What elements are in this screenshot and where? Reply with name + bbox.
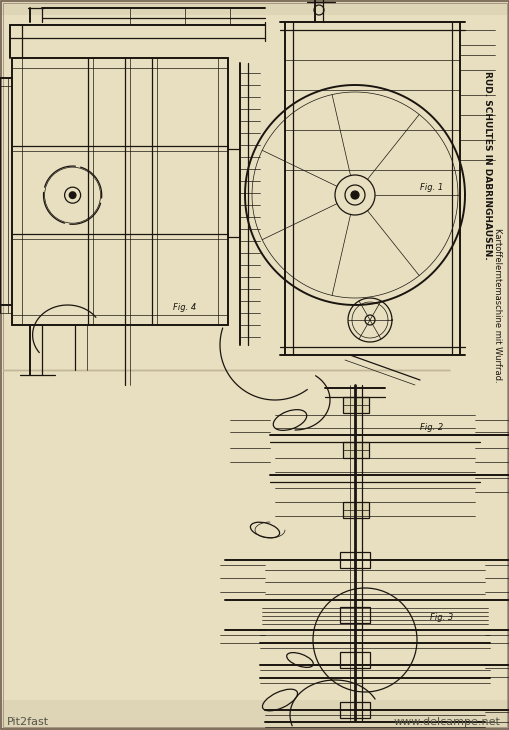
Circle shape — [69, 192, 75, 198]
Text: Fig. 3: Fig. 3 — [429, 613, 453, 622]
Bar — [0, 0, 509, 15]
Text: Fig. 4: Fig. 4 — [173, 303, 196, 312]
Bar — [340, 552, 369, 568]
Bar — [340, 702, 369, 718]
Text: Fig. 2: Fig. 2 — [419, 423, 442, 432]
Text: Fig. 1: Fig. 1 — [419, 183, 442, 192]
Text: www.delcampe.net: www.delcampe.net — [392, 717, 499, 727]
Text: Kartoffelerntemaschine mit Wurfrad.: Kartoffelerntemaschine mit Wurfrad. — [493, 228, 501, 383]
Bar — [340, 607, 369, 623]
Bar — [343, 442, 369, 458]
Text: RUD. SCHULTES IN DABRINGHAUSEN.: RUD. SCHULTES IN DABRINGHAUSEN. — [483, 71, 492, 259]
Bar — [343, 397, 369, 413]
Text: Pit2fast: Pit2fast — [7, 717, 49, 727]
Circle shape — [350, 191, 358, 199]
Bar — [3, 369, 449, 372]
Bar — [340, 652, 369, 668]
Bar — [0, 700, 509, 730]
Bar — [343, 502, 369, 518]
